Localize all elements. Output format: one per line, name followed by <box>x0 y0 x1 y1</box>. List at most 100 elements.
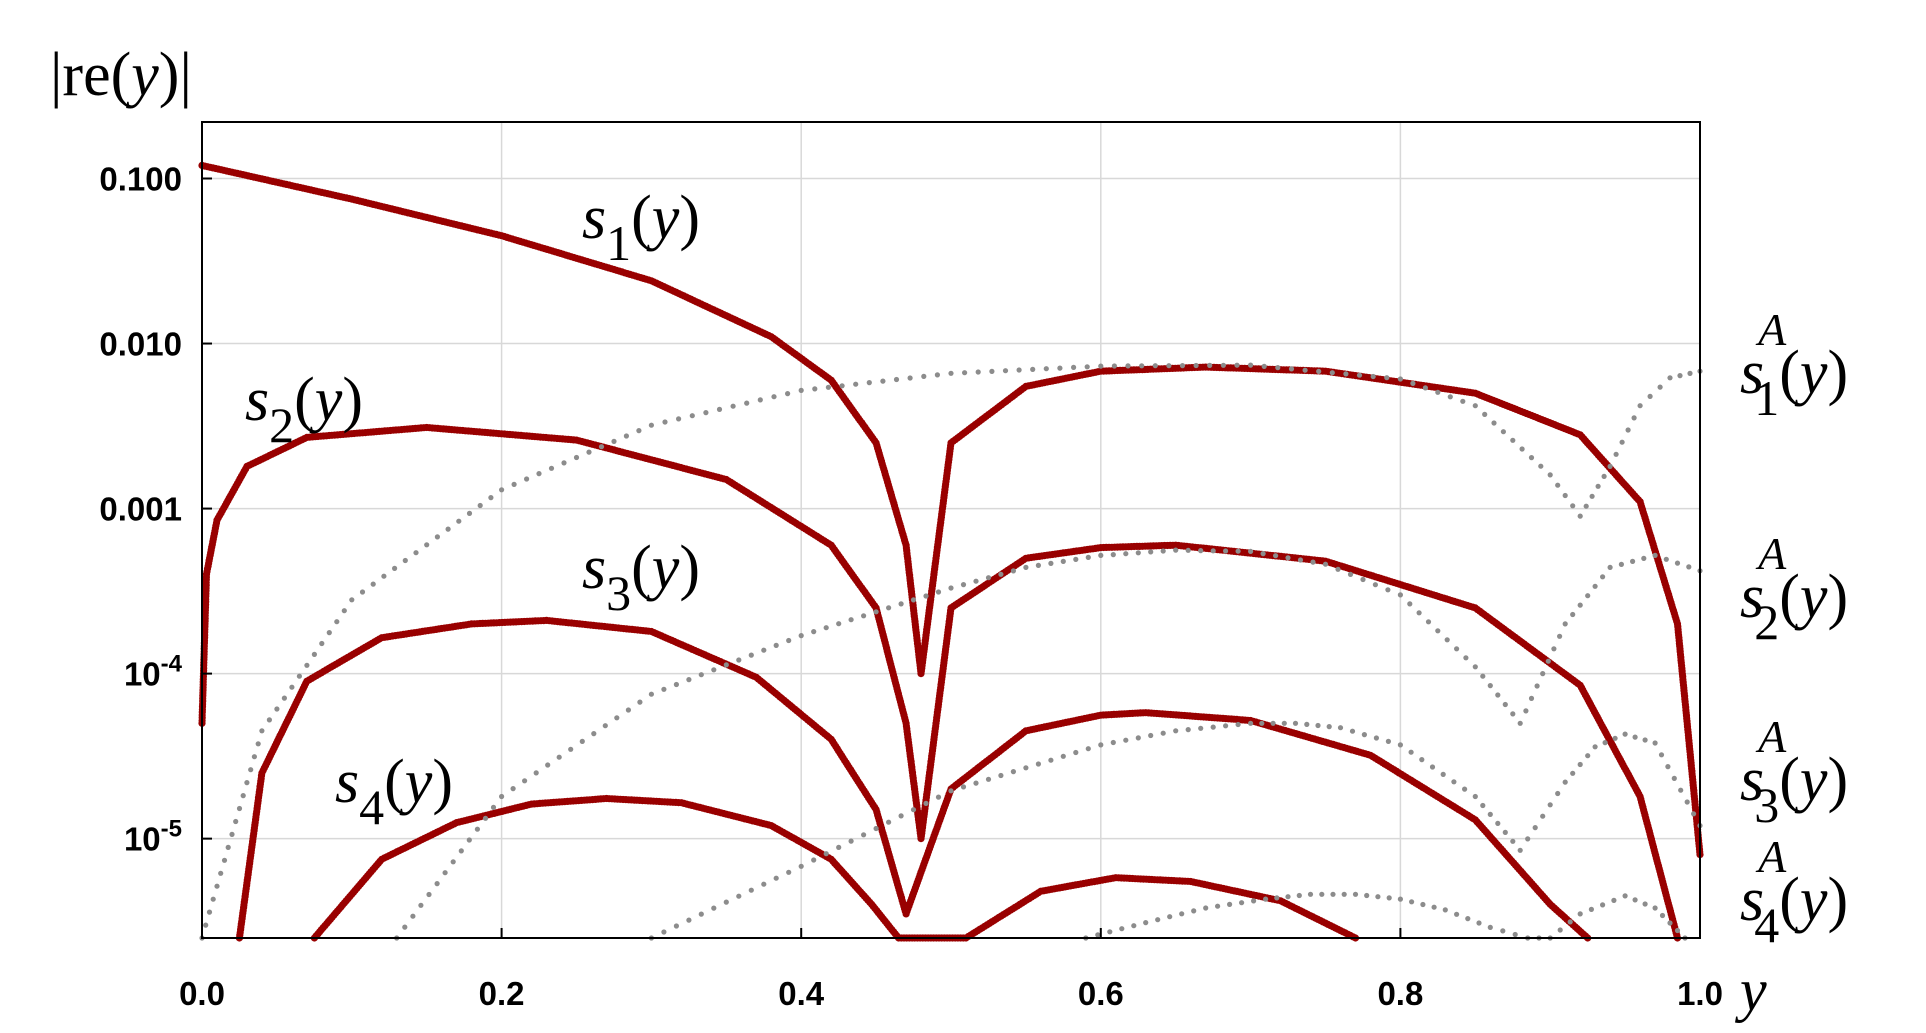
data-point <box>1198 548 1204 554</box>
data-point <box>1647 393 1653 399</box>
data-point <box>214 883 220 889</box>
data-point <box>1472 403 1478 409</box>
data-point <box>1600 574 1606 580</box>
data-point <box>1570 503 1576 509</box>
data-point <box>450 859 456 865</box>
data-point <box>510 786 516 792</box>
data-point <box>723 899 729 905</box>
data-point <box>985 776 992 782</box>
data-point <box>482 815 489 821</box>
data-point <box>1577 761 1583 768</box>
data-point <box>1207 362 1213 368</box>
data-point <box>511 481 517 487</box>
data-point <box>259 728 265 734</box>
series-label-s3: s3(y) <box>582 534 700 621</box>
data-point <box>1502 829 1508 836</box>
data-point <box>1397 742 1403 748</box>
data-point <box>1491 420 1497 426</box>
data-point <box>648 422 655 428</box>
data-point <box>1131 923 1137 929</box>
data-point <box>1125 363 1131 369</box>
data-point <box>1385 587 1391 593</box>
data-point <box>1203 905 1209 911</box>
data-point <box>711 667 717 673</box>
data-point <box>812 386 818 392</box>
data-point <box>1657 384 1663 390</box>
data-point <box>458 848 464 854</box>
data-point <box>1517 847 1523 853</box>
data-point <box>221 857 228 863</box>
data-point <box>910 597 917 603</box>
data-point <box>1686 564 1692 570</box>
data-point <box>673 681 680 688</box>
data-point <box>1010 769 1017 775</box>
data-point <box>1111 363 1117 369</box>
data-point <box>1223 723 1229 729</box>
data-point <box>1667 375 1673 381</box>
data-point <box>1235 548 1241 554</box>
data-point <box>1585 753 1591 759</box>
data-point <box>1562 621 1568 627</box>
data-point <box>244 780 250 786</box>
data-point <box>1416 610 1422 616</box>
data-point <box>359 589 366 595</box>
data-point <box>1495 692 1501 698</box>
data-point <box>598 444 605 450</box>
data-point <box>848 617 854 623</box>
data-point <box>311 651 317 658</box>
data-point <box>1487 811 1493 818</box>
data-point <box>853 381 859 387</box>
data-point <box>1472 793 1478 800</box>
data-point <box>637 699 643 705</box>
data-point <box>1397 896 1403 902</box>
data-point <box>1010 568 1017 574</box>
data-point <box>1476 920 1482 926</box>
data-point <box>1085 554 1091 561</box>
data-point <box>1191 908 1197 914</box>
data-point <box>1143 920 1149 926</box>
data-point <box>1155 917 1161 923</box>
data-point <box>1370 373 1376 380</box>
data-point <box>1148 549 1154 555</box>
data-point <box>898 813 904 819</box>
data-point <box>1337 725 1344 731</box>
data-point <box>1547 802 1553 808</box>
data-point <box>1632 897 1638 903</box>
data-point <box>748 652 754 658</box>
data-point <box>711 905 717 911</box>
data-point <box>545 762 551 768</box>
data-point <box>1595 483 1601 489</box>
data-point <box>1551 646 1557 652</box>
data-point <box>456 518 462 524</box>
data-point <box>935 589 942 595</box>
data-point <box>1085 746 1091 752</box>
data-point <box>1397 592 1403 598</box>
data-point <box>1562 779 1568 785</box>
data-point <box>561 460 567 466</box>
data-point <box>1577 911 1583 917</box>
data-point <box>1110 552 1116 558</box>
data-point <box>1347 571 1354 578</box>
data-point <box>1285 555 1291 561</box>
data-point <box>716 406 723 412</box>
data-point <box>499 793 505 800</box>
data-point <box>1098 552 1104 559</box>
data-point <box>410 913 416 919</box>
data-point <box>255 741 261 747</box>
data-point <box>985 575 992 581</box>
data-point <box>1364 892 1370 899</box>
data-point <box>1110 739 1116 746</box>
x-tick-label: 0.4 <box>778 975 825 1012</box>
data-point <box>798 387 804 393</box>
data-point <box>836 621 842 627</box>
data-point <box>1632 734 1638 740</box>
data-point <box>1519 446 1525 452</box>
data-point <box>975 369 981 375</box>
data-point <box>1335 566 1341 572</box>
data-point <box>1684 799 1690 805</box>
series-label-s1: s1(y) <box>582 184 700 271</box>
data-point <box>1451 779 1457 785</box>
data-point <box>1447 394 1453 400</box>
data-point <box>823 625 829 631</box>
x-tick-label: 0.6 <box>1078 975 1124 1012</box>
